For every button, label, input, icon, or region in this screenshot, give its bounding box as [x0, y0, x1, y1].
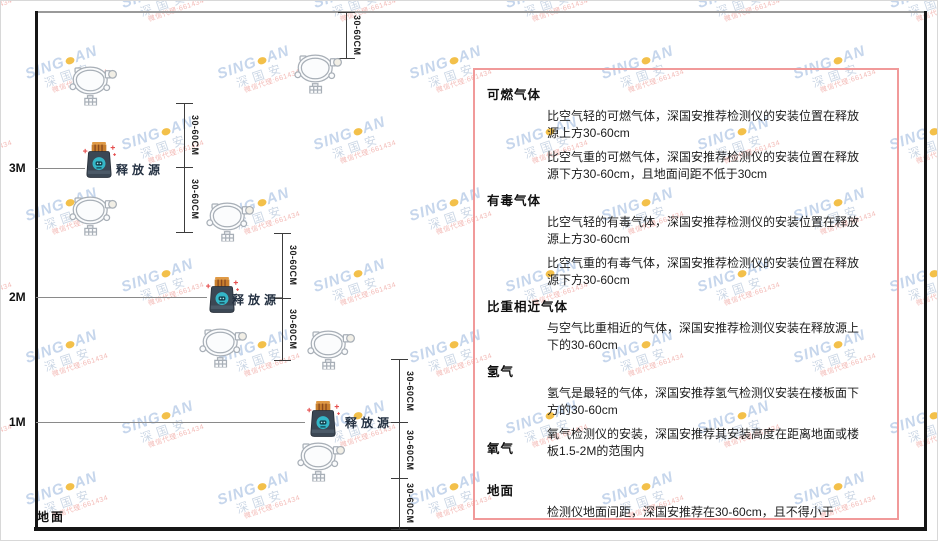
height-axis-line [35, 11, 38, 530]
gas-detector-icon [67, 193, 117, 237]
section-heading: 地面 [487, 484, 515, 499]
dimension-label: 30-60CM [405, 370, 415, 412]
panel-section-toxic-gas: 有毒气体 比空气轻的有毒气体，深国安推荐检测仪的安装位置在释放源上方30-60c… [487, 190, 881, 289]
section-paragraph: 比空气轻的有毒气体，深国安推荐检测仪的安装位置在释放源上方30-60cm [547, 215, 860, 247]
watermark-dot-icon [256, 55, 268, 66]
gas-detector-icon [295, 439, 345, 483]
gas-detector-icon [305, 327, 355, 371]
dimension-line-1m [391, 359, 408, 530]
section-paragraph: 与空气比重相近的气体，深国安推荐检测仪安装在释放源上下的30-60cm [547, 321, 860, 353]
section-heading: 氢气 [487, 365, 515, 380]
height-line-1m [36, 422, 305, 423]
release-source-label: 释放源 [116, 163, 165, 177]
release-source-icon [80, 140, 118, 182]
watermark-dot-icon [256, 339, 268, 350]
watermark-dot-icon [448, 197, 460, 208]
watermark-dot-icon [928, 126, 937, 137]
section-paragraph: 比空气重的可燃气体，深国安推荐检测仪的安装位置在释放源下方30-60cm，且地面… [547, 150, 860, 182]
release-source-icon [304, 399, 342, 441]
section-heading: 比重相近气体 [487, 300, 569, 315]
watermark-dot-icon [160, 268, 172, 279]
ground-line [34, 527, 927, 531]
watermark-dot-icon [832, 55, 844, 66]
watermark-dot-icon [160, 126, 172, 137]
right-wall-line [924, 11, 927, 530]
dimension-label: 30-60CM [190, 178, 200, 220]
installation-info-panel: 可燃气体 比空气轻的可燃气体，深国安推荐检测仪的安装位置在释放源上方30-60c… [473, 68, 899, 520]
dimension-line-ceiling [338, 12, 355, 59]
release-source-label: 释放源 [345, 416, 394, 430]
watermark-dot-icon [64, 339, 76, 350]
section-paragraph: 氢气是最轻的气体，深国安推荐氢气检测仪安装在楼板面下方的30-60cm [547, 386, 860, 418]
dimension-label: 30-60CM [288, 308, 298, 350]
section-heading: 可燃气体 [487, 88, 542, 102]
panel-section-ground: 地面 检测仪地面间距，深国安推荐在30-60cm，且不得小于30cm，因为过低容… [487, 480, 881, 520]
watermark-dot-icon [352, 268, 364, 279]
release-source-label: 释放源 [232, 293, 281, 307]
gas-detector-icon [197, 325, 247, 369]
dimension-label: 30-60CM [190, 114, 200, 156]
panel-section-similar-density-gas: 比重相近气体 与空气比重相近的气体，深国安推荐检测仪安装在释放源上下的30-60… [487, 296, 881, 354]
watermark-dot-icon [640, 55, 652, 66]
watermark-dot-icon [448, 481, 460, 492]
dimension-label: 30-60CM [405, 482, 415, 524]
gas-detector-icon [204, 199, 254, 243]
panel-section-oxygen: 氧气 氧气检测仪的安装，深国安推荐其安装高度在距离地面或楼板1.5-2M的范围内 [487, 426, 881, 460]
watermark-dot-icon [928, 268, 937, 279]
watermark-dot-icon [448, 55, 460, 66]
dimension-line-3m [176, 103, 193, 233]
watermark-dot-icon [256, 481, 268, 492]
ground-label: 地面 [37, 510, 66, 524]
section-heading: 有毒气体 [487, 194, 542, 209]
height-label-3m: 3M [9, 161, 26, 175]
panel-section-hydrogen: 氢气 氢气是最轻的气体，深国安推荐氢气检测仪安装在楼板面下方的30-60cm [487, 361, 881, 419]
height-label-2m: 2M [9, 290, 26, 304]
dimension-label: 30-60CM [352, 14, 362, 56]
gas-detector-icon [292, 51, 342, 95]
dimension-label: 30-60CM [288, 244, 298, 286]
section-paragraph: 比空气轻的可燃气体，深国安推荐检测仪的安装位置在释放源上方30-60cm [547, 109, 860, 141]
gas-detector-icon [67, 63, 117, 107]
section-paragraph: 比空气重的有毒气体，深国安推荐检测仪的安装位置在释放源下方30-60cm [547, 256, 860, 288]
watermark-dot-icon [448, 339, 460, 350]
height-line-2m [36, 297, 207, 298]
section-paragraph: 氧气检测仪的安装，深国安推荐其安装高度在距离地面或楼板1.5-2M的范围内 [547, 427, 860, 459]
panel-section-flammable-gas: 可燃气体 比空气轻的可燃气体，深国安推荐检测仪的安装位置在释放源上方30-60c… [487, 84, 881, 183]
watermark-dot-icon [256, 197, 268, 208]
watermark-dot-icon [928, 410, 937, 421]
section-heading: 氧气 [487, 442, 515, 457]
watermark-dot-icon [64, 481, 76, 492]
height-label-1m: 1M [9, 415, 26, 429]
dimension-line-2m [274, 233, 291, 361]
watermark-dot-icon [160, 410, 172, 421]
section-paragraph: 检测仪地面间距，深国安推荐在30-60cm，且不得小于30cm，因为过低容易水溅… [547, 505, 834, 520]
height-line-3m [36, 168, 85, 169]
leader-line-2m [271, 297, 283, 298]
ceiling-line [36, 11, 927, 13]
watermark-dot-icon [352, 126, 364, 137]
dimension-label: 30-60CM [405, 429, 415, 471]
